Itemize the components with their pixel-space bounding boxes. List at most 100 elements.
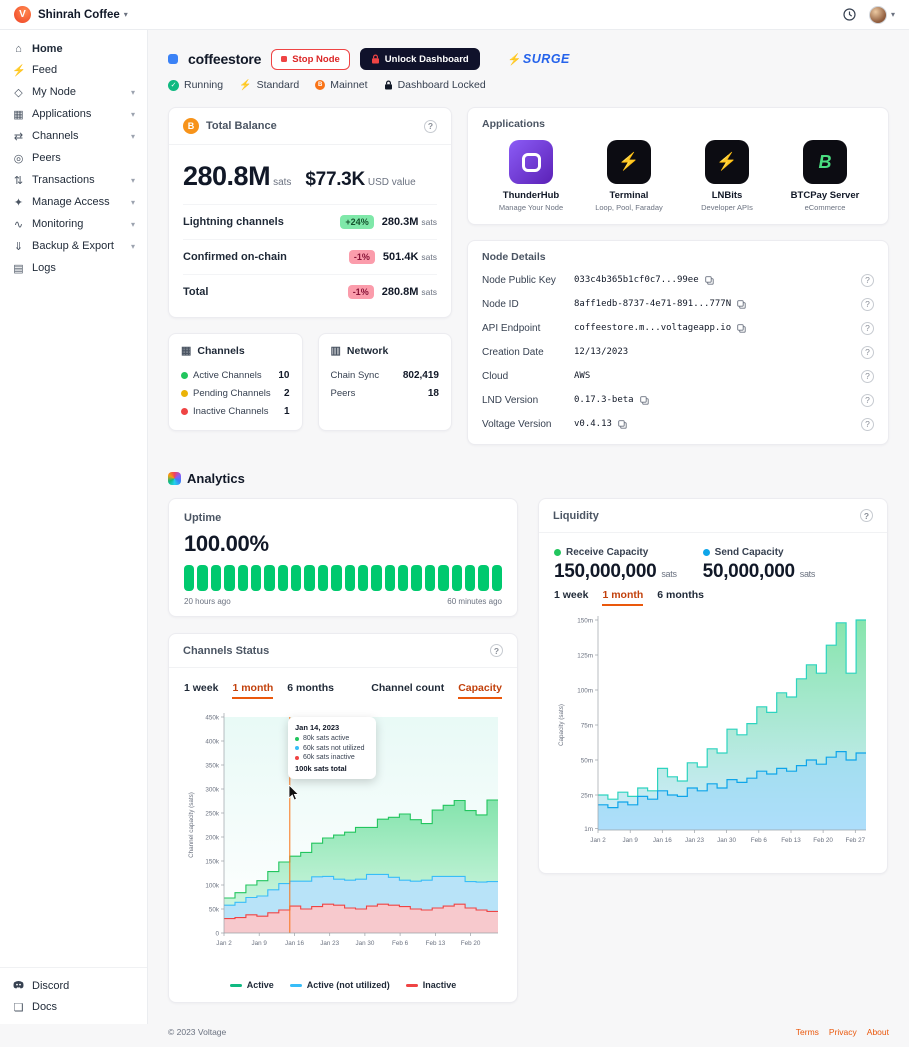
about-link[interactable]: About [866, 1027, 889, 1037]
avatar[interactable] [868, 5, 887, 24]
svg-text:Jan 16: Jan 16 [285, 940, 304, 947]
copy-icon[interactable] [704, 275, 714, 285]
sidebar-item-manage-access[interactable]: ✦ Manage Access ▾ [0, 191, 147, 213]
tab-6-months[interactable]: 6 months [287, 682, 334, 694]
send-capacity-block: Send Capacity 50,000,000 sats [702, 547, 815, 583]
app-terminal[interactable]: ⚡ Terminal Loop, Pool, Faraday [583, 140, 675, 212]
svg-text:Capacity (sats): Capacity (sats) [558, 704, 565, 746]
copy-icon[interactable] [639, 395, 649, 405]
svg-text:Feb 27: Feb 27 [845, 837, 865, 844]
copy-icon[interactable] [618, 419, 627, 429]
uptime-bar [451, 565, 462, 591]
sidebar-item-my-node[interactable]: ◇ My Node ▾ [0, 81, 147, 103]
svg-text:150m: 150m [577, 617, 593, 624]
legend-swatch-inactive [405, 983, 418, 987]
tab-6-months[interactable]: 6 months [657, 589, 704, 601]
help-icon[interactable]: ? [861, 393, 874, 407]
send-capacity-value: 50,000,000 [702, 561, 795, 582]
app-btcpay[interactable]: B BTCPay Server eCommerce [779, 140, 871, 212]
usd-balance: $77.3K [305, 169, 365, 190]
org-name[interactable]: Shinrah Coffee [38, 8, 120, 21]
help-icon[interactable]: ? [861, 273, 874, 287]
help-icon[interactable]: ? [424, 119, 437, 133]
chain-sync-row: Chain Sync 802,419 [331, 366, 440, 384]
legend-label: Active [246, 980, 274, 990]
svg-text:Jan 30: Jan 30 [355, 940, 374, 947]
sidebar-item-home[interactable]: ⌂ Home [0, 38, 147, 59]
sidebar-item-discord[interactable]: Discord [0, 975, 147, 996]
help-icon[interactable]: ? [860, 509, 873, 522]
app-name: Terminal [609, 190, 649, 201]
tab-1-week[interactable]: 1 week [554, 589, 589, 601]
channels-status-chart-area[interactable]: 0 50k 100k 150k 200k 250k 300k 350k 400k 450k Jan … [184, 703, 502, 976]
surge-logo: ⚡ SURGE [508, 52, 570, 66]
sidebar-item-logs[interactable]: ▤ Logs [0, 257, 147, 279]
sidebar-item-docs[interactable]: ❏ Docs [0, 996, 147, 1018]
app-subtitle: Manage Your Node [498, 203, 564, 212]
row-label: Peers [330, 387, 356, 399]
node-details-card: Node Details Node Public Key 033c4b365b1… [467, 240, 889, 445]
help-icon[interactable]: ? [861, 345, 874, 359]
help-icon[interactable]: ? [861, 297, 874, 311]
privacy-link[interactable]: Privacy [828, 1027, 857, 1037]
copy-icon[interactable] [737, 299, 746, 309]
liquidity-chart-area[interactable]: 1m 25m 50m 75m 100m 125m 150m Jan 2 Jan 9 Jan 16 J… [554, 610, 872, 863]
voltage-logo[interactable]: V [14, 6, 31, 23]
chevron-down-icon[interactable]: ▾ [123, 10, 128, 19]
change-badge: -1% [348, 250, 375, 264]
tab-channel-count[interactable]: Channel count [371, 682, 445, 694]
green-dot-icon [554, 549, 561, 556]
row-value: 1 [283, 405, 290, 417]
sidebar-item-channels[interactable]: ⇄ Channels ▾ [0, 125, 147, 147]
bitcoin-icon: B [315, 80, 326, 90]
svg-text:350k: 350k [205, 762, 220, 769]
help-icon[interactable]: ? [861, 321, 874, 335]
svg-text:Feb 20: Feb 20 [461, 940, 481, 947]
tab-1-week[interactable]: 1 week [184, 682, 219, 694]
sidebar-item-transactions[interactable]: ⇅ Transactions ▾ [0, 169, 147, 191]
blue-dot-icon [295, 746, 299, 750]
uptime-bar [478, 565, 489, 591]
help-icon[interactable]: ? [490, 644, 503, 657]
node-detail-row: Node Public Key 033c4b365b1cf0c7...99ee … [482, 268, 874, 292]
sidebar-item-monitoring[interactable]: ∿ Monitoring ▾ [0, 213, 147, 235]
stop-node-button[interactable]: Stop Node [271, 48, 350, 70]
help-icon[interactable]: ? [861, 417, 874, 431]
copy-icon[interactable] [737, 323, 746, 333]
peers-icon: ◎ [13, 152, 24, 165]
unlock-dashboard-button[interactable]: Unlock Dashboard [359, 48, 480, 70]
balance-row-label: Confirmed on-chain [183, 251, 287, 263]
pending-channels-row: Pending Channels 2 [181, 384, 290, 402]
balance-row-label: Lightning channels [183, 216, 284, 228]
chevron-down-icon[interactable]: ▾ [890, 10, 895, 19]
sidebar-item-label: Feed [32, 64, 58, 76]
stop-icon [281, 56, 288, 62]
grid-icon: ▦ [181, 345, 192, 357]
node-details-title: Node Details [482, 251, 546, 263]
uptime-bars [184, 565, 502, 591]
uptime-bar [357, 565, 369, 591]
help-icon[interactable]: ? [861, 369, 874, 383]
sidebar-item-label: Transactions [32, 174, 95, 186]
tab-1-month[interactable]: 1 month [232, 682, 274, 699]
red-dot-icon [181, 407, 188, 415]
app-thunderhub[interactable]: ThunderHub Manage Your Node [485, 140, 577, 212]
node-header: coffeestore Stop Node Unlock Dashboard ⚡… [168, 48, 889, 91]
sidebar-item-applications[interactable]: ▦ Applications ▾ [0, 103, 147, 125]
uptime-bar [424, 565, 436, 591]
terms-link[interactable]: Terms [795, 1027, 819, 1037]
tab-capacity[interactable]: Capacity [458, 682, 502, 699]
analytics-title: Analytics [187, 471, 245, 486]
svg-text:150k: 150k [205, 858, 220, 865]
history-icon[interactable] [842, 7, 857, 22]
sidebar-item-feed[interactable]: ⚡ Feed [0, 59, 147, 81]
tab-1-month[interactable]: 1 month [602, 589, 644, 606]
uptime-end-label: 60 minutes ago [447, 597, 502, 606]
app-lnbits[interactable]: ⚡ LNBits Developer APIs [681, 140, 773, 212]
blue-dot-icon [702, 549, 710, 556]
sidebar-item-backup-export[interactable]: ⇓ Backup & Export ▾ [0, 235, 147, 257]
balance-row-total: Total -1% 280.8M sats [183, 274, 437, 309]
sidebar-item-peers[interactable]: ◎ Peers [0, 147, 147, 169]
balance-row-unit: sats [421, 252, 437, 262]
uptime-title: Uptime [184, 512, 222, 524]
